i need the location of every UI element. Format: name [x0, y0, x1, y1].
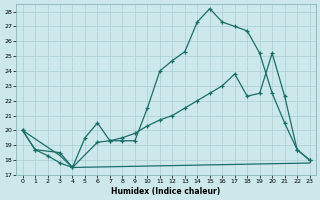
X-axis label: Humidex (Indice chaleur): Humidex (Indice chaleur) [111, 187, 221, 196]
